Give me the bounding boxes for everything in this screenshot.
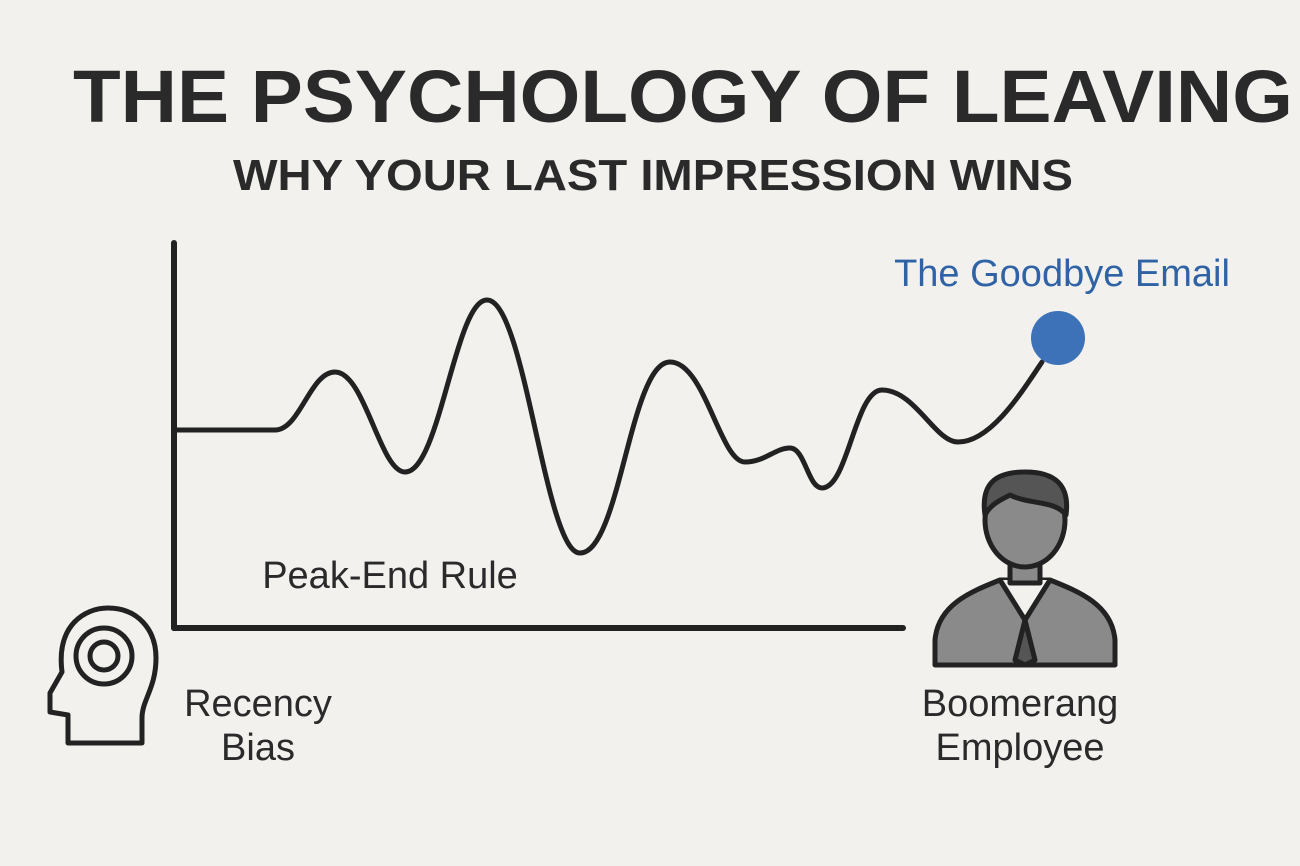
recency-bias-label: Recency: [184, 683, 332, 725]
goodbye-email-label: The Goodbye Email: [894, 253, 1230, 295]
boomerang-label: Employee: [936, 727, 1105, 769]
head-icon: [47, 605, 159, 746]
peak-end-label: Peak-End Rule: [262, 555, 518, 597]
recency-bias-label: Bias: [221, 727, 295, 769]
boomerang-label: Boomerang: [922, 683, 1118, 725]
subtitle: WHY YOUR LAST IMPRESSION WINS: [233, 151, 1073, 200]
person-icon: [932, 469, 1118, 668]
experience-wave: [171, 297, 1045, 556]
end-point: [1031, 311, 1085, 365]
title: THE PSYCHOLOGY OF LEAVING: [73, 55, 1293, 138]
axes: [171, 240, 906, 631]
